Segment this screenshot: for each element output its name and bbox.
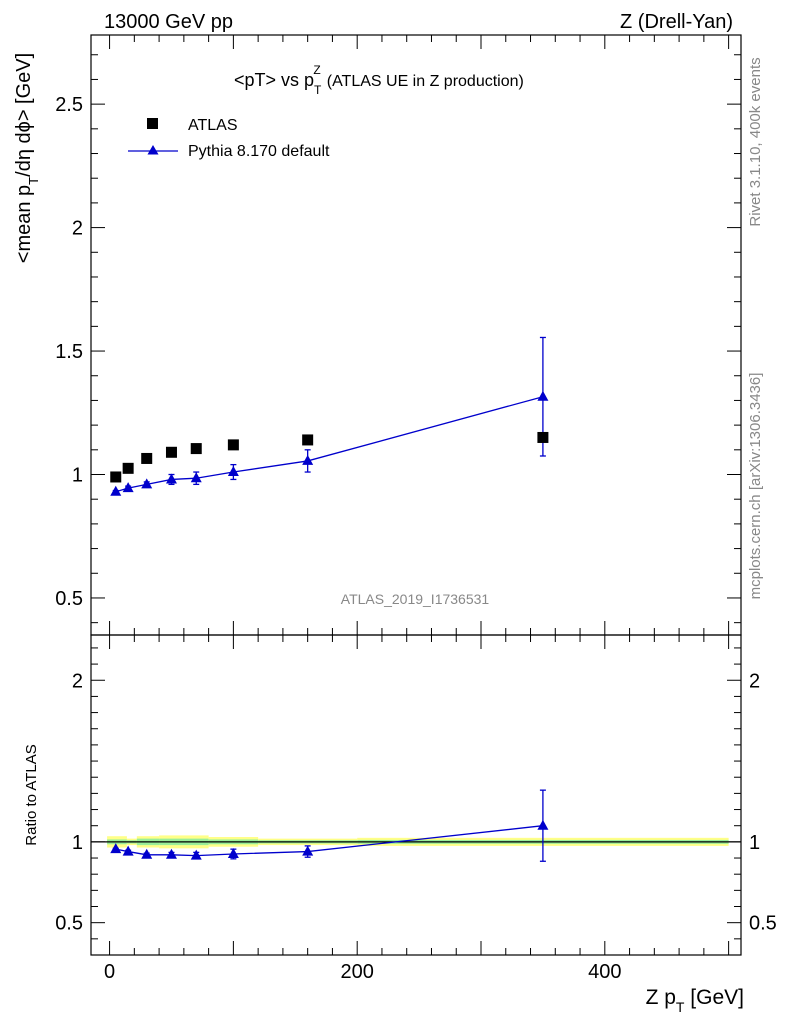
- upper-data-layer: [110, 336, 549, 496]
- lower-y-label: Ratio to ATLAS: [23, 744, 40, 845]
- atlas-point: [302, 434, 314, 446]
- upper-y-tick-label: 0.5: [55, 588, 83, 610]
- title-sub: T: [314, 83, 322, 97]
- atlas-point: [122, 462, 134, 474]
- upper-y-tick-label: 2: [72, 218, 83, 240]
- upper-y-tick-label: 2.5: [55, 94, 83, 116]
- atlas-point: [227, 439, 239, 451]
- atlas-point: [165, 446, 177, 458]
- ratio-point: [302, 845, 314, 856]
- pythia-point: [537, 390, 549, 401]
- xlabel-sub: T: [676, 999, 685, 1015]
- ratio-point: [227, 847, 239, 858]
- title-main: <pT> vs p: [234, 70, 314, 90]
- x-tick-label: 200: [341, 961, 374, 983]
- ratio-point: [537, 819, 549, 830]
- legend-atlas-label: ATLAS: [188, 117, 238, 134]
- title-rest: (ATLAS UE in Z production): [327, 73, 524, 90]
- ratio-point: [110, 843, 122, 854]
- lower-data-layer: [91, 789, 741, 862]
- legend: ATLAS Pythia 8.170 default: [128, 117, 330, 160]
- ylabel-b: /dη dϕ> [GeV]: [13, 53, 35, 177]
- analysis-watermark: ATLAS_2019_I1736531: [341, 591, 490, 607]
- legend-pythia-label: Pythia 8.170 default: [188, 143, 330, 160]
- xlabel-a: Z p: [646, 986, 676, 1009]
- upper-y-tick-label: 1: [72, 465, 83, 487]
- xlabel-b: [GeV]: [684, 986, 744, 1009]
- chart-title: <pT> vs pTZ (ATLAS UE in Z production): [234, 63, 524, 97]
- atlas-point: [110, 471, 122, 483]
- pythia-point: [190, 472, 202, 483]
- svg-text:Z pT [GeV]: Z pT [GeV]: [646, 986, 744, 1015]
- pythia-point: [122, 482, 134, 493]
- upper-y-label: <mean pT/dη dϕ> [GeV]: [13, 53, 41, 263]
- mcplots-label: mcplots.cern.ch [arXiv:1306.3436]: [747, 373, 764, 600]
- lower-y-tick-label-left: 0.5: [55, 913, 83, 935]
- pythia-point: [227, 466, 239, 477]
- ratio-point: [122, 845, 134, 856]
- legend-atlas-marker: [147, 118, 158, 129]
- atlas-point: [537, 431, 549, 443]
- lower-y-tick-label-left: 2: [72, 670, 83, 692]
- lower-y-tick-label-right: 2: [749, 670, 760, 692]
- pythia-line: [115, 396, 544, 493]
- ratio-point: [165, 848, 177, 859]
- lower-y-tick-label-right: 0.5: [749, 913, 777, 935]
- ylabel-sub: T: [26, 177, 41, 185]
- ratio-point: [190, 849, 202, 860]
- ratio-point: [141, 848, 153, 859]
- upper-y-tick-label: 1.5: [55, 341, 83, 363]
- header-right-label: Z (Drell-Yan): [620, 11, 733, 33]
- atlas-point: [141, 452, 153, 464]
- lower-panel-frame: [90, 634, 742, 956]
- lower-y-tick-label-right: 1: [749, 832, 760, 854]
- svg-text:<pT> vs pTZ(ATLAS UE in Z prod: <pT> vs pTZ (ATLAS UE in Z production): [234, 63, 524, 97]
- svg-text:<mean pT/dη dϕ> [GeV]: <mean pT/dη dϕ> [GeV]: [13, 53, 41, 263]
- axis-ticks: 0.5 1 1.5 2 2.5 0.5 0.5 1 1 2 2 0 200 400: [55, 35, 777, 983]
- title-sup: Z: [313, 63, 320, 77]
- atlas-point: [190, 443, 202, 455]
- pythia-point: [165, 473, 177, 484]
- ylabel-a: <mean p: [13, 185, 35, 263]
- x-tick-label: 400: [588, 961, 621, 983]
- rivet-label: Rivet 3.1.10, 400k events: [747, 57, 764, 226]
- lower-y-tick-label-left: 1: [72, 832, 83, 854]
- x-axis-label: Z pT [GeV]: [646, 986, 744, 1015]
- pythia-point: [141, 478, 153, 489]
- x-tick-label: 0: [104, 961, 115, 983]
- pythia-point: [302, 454, 314, 465]
- header-left-label: 13000 GeV pp: [104, 11, 233, 33]
- legend-pythia-marker: [147, 145, 159, 155]
- pythia-point: [110, 485, 122, 496]
